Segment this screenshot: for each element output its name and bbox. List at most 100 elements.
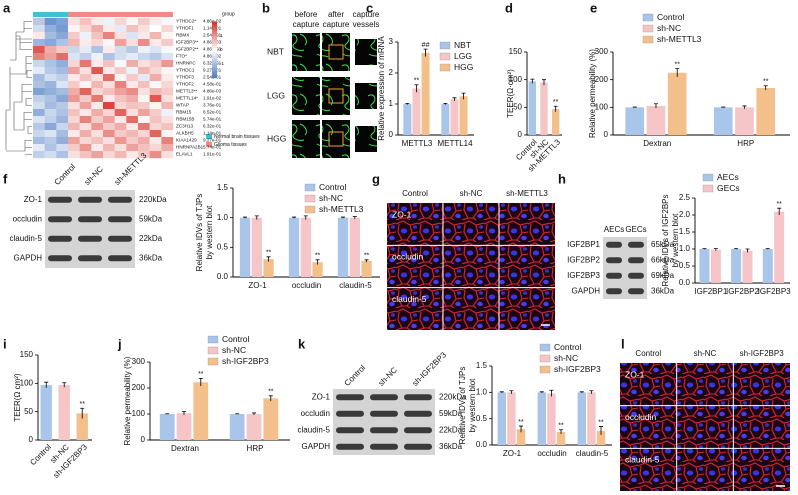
significance-label: ** [364,253,370,260]
heatmap-cell [103,109,115,117]
heatmap-cell [161,60,174,68]
legend-label: sh-NC [319,193,343,203]
heatmap-cell [91,39,104,47]
error-bar [341,216,346,219]
colorbar-tick-label: 1 [220,33,223,38]
heatmap-cell [103,39,115,47]
blot-column-label: sh-IGF2BP3 [411,350,449,388]
micrograph [355,39,377,65]
blot-protein-label: GAPDH [302,442,331,451]
heatmap-cell [161,81,174,89]
heatmap-cell [149,53,162,61]
blot-protein-label: IGF2BP2 [567,255,600,264]
blot-band [370,443,398,450]
heatmap-cell [44,130,57,138]
bar [547,393,556,445]
legend-swatch [304,194,316,203]
x-tick-label: METTL14 [437,139,473,148]
heatmap-cell [44,53,57,61]
heatmap-cell [114,39,127,47]
bar [507,392,516,445]
heatmap-cell [149,151,162,159]
legend-label: sh-METTL3 [657,34,702,44]
heatmap-cell [91,151,104,159]
heatmap-cell [149,95,162,103]
heatmap-cell [56,18,69,26]
blot-size-label: 36kDa [651,286,675,295]
bar [246,414,262,440]
y-axis-label: Relative IDVs of TJPs [458,367,467,445]
row-pvalue: 4.58e-01 [203,82,222,87]
row-pvalue: 6.32e-01 [203,124,222,129]
heatmap-cell [91,81,104,89]
error-bar [423,48,428,57]
y-tick-label: 100 [20,378,34,387]
significance-label: ** [315,253,321,260]
heatmap-cell [68,116,80,124]
heatmap-cell [138,67,150,75]
heatmap-cell [161,109,174,117]
legend-swatch [539,365,551,374]
error-bar [44,381,49,388]
colorbar-tick-label: -1 [220,61,225,66]
y-tick-label: 0.5 [679,261,691,270]
y-tick-label: 0.5 [476,414,488,423]
blot-size-label: 22kDa [439,425,463,434]
heatmap-cell [91,60,104,68]
heatmap-cell [44,18,57,26]
bar [735,107,754,135]
bar [516,429,526,445]
heatmap-cell [126,81,139,89]
y-tick-label: 0 [518,130,523,139]
colorbar-step [212,41,217,45]
y-axis-label: Relative permeability (%) [588,49,597,138]
heatmap-cell [149,60,162,68]
group-legend-label: Glioma tissues [214,142,247,148]
panel-label: j [117,336,122,351]
heatmap-cell [79,151,92,159]
bar [556,431,566,445]
heatmap-cell [79,116,92,124]
blot-band [628,288,644,295]
row-label: YTHDF1 [176,26,194,31]
heatmap-cell [68,18,80,26]
heatmap-cell [126,88,139,96]
heatmap-cell [79,60,92,68]
heatmap-cell [56,39,69,47]
heatmap-cell [126,130,139,138]
bar [421,52,430,135]
blot-band [48,196,72,203]
heatmap-cell [103,102,115,110]
heatmap-cell [79,130,92,138]
heatmap-cell [138,137,150,145]
error-bar [509,390,514,394]
heatmap-cell [44,74,57,82]
row-pvalue: 9.27e-01 [203,138,222,143]
heatmap-cell [91,116,104,124]
heatmap-cell [103,60,115,68]
blot-band [404,410,432,417]
y-tick-label: 50 [24,407,33,416]
x-tick-label: IGF2BP2 [726,287,759,296]
image-column-label: capture [353,10,380,19]
blot-protein-label: ZO-1 [312,392,331,401]
legend-label: Control [657,12,685,22]
error-bar [765,248,770,250]
heatmap-cell [79,74,92,82]
heatmap-cell [68,137,80,145]
heatmap-cell [33,46,45,54]
image-row-label: occludin [392,252,423,262]
colorbar-step [212,23,217,27]
y-tick-label: 2.5 [679,193,691,202]
blot-band [108,255,132,262]
row-label: RBM15 [176,110,192,115]
error-bar [266,256,271,262]
heatmap-cell [44,144,57,152]
heatmap-cell [33,32,45,40]
heatmap-cell [126,74,139,82]
micrograph [322,77,350,115]
blot-column-label: Control [53,162,78,187]
significance-label: ** [558,423,564,430]
blot-band [108,235,132,242]
blot-protein-label: claudin-5 [298,425,331,434]
